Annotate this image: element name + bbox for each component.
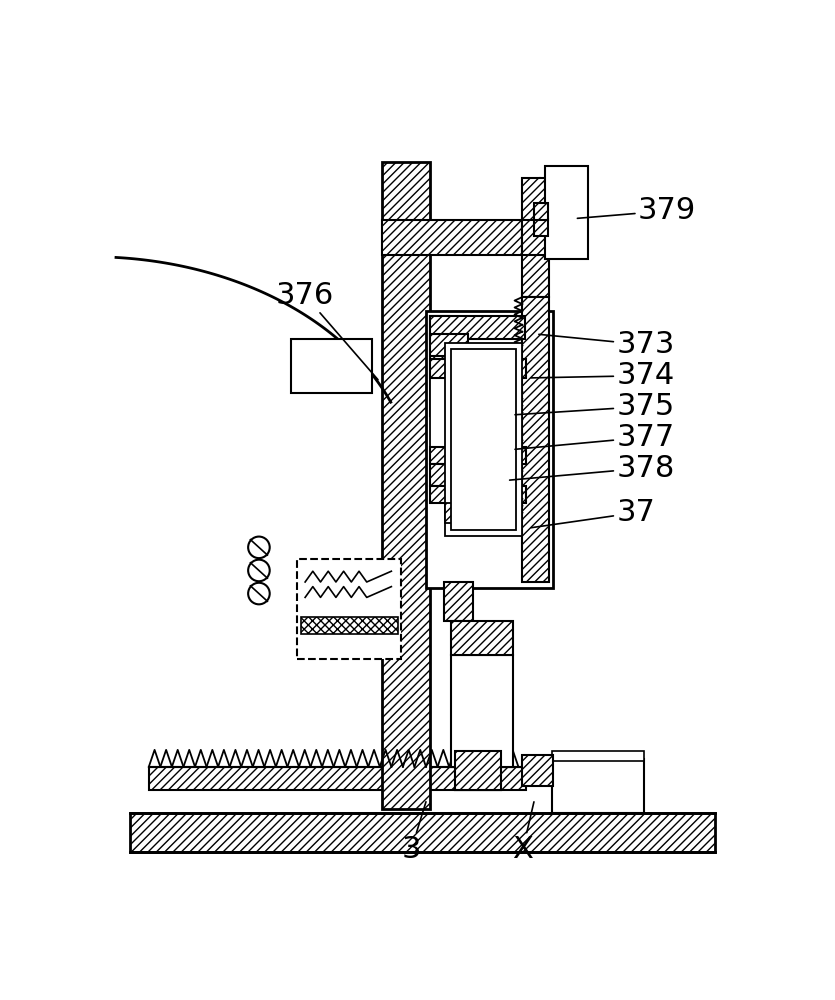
- Bar: [426, 311, 553, 588]
- Bar: [452, 655, 513, 767]
- Bar: [382, 162, 430, 809]
- Text: X: X: [512, 802, 534, 864]
- Text: 378: 378: [509, 454, 675, 483]
- Text: 373: 373: [539, 330, 675, 359]
- Bar: [455, 751, 502, 790]
- Bar: [149, 767, 526, 790]
- Bar: [552, 759, 644, 813]
- Bar: [430, 464, 468, 486]
- Bar: [430, 447, 526, 464]
- Bar: [443, 582, 473, 620]
- Bar: [382, 220, 542, 255]
- Bar: [301, 617, 397, 634]
- Text: 379: 379: [577, 196, 696, 225]
- Circle shape: [248, 560, 270, 581]
- Text: 3: 3: [402, 802, 426, 864]
- Circle shape: [248, 583, 270, 604]
- Bar: [534, 203, 548, 220]
- Bar: [430, 316, 524, 339]
- Bar: [452, 349, 516, 530]
- Circle shape: [248, 537, 270, 558]
- Bar: [129, 813, 715, 852]
- Bar: [522, 297, 549, 582]
- Bar: [452, 620, 513, 655]
- Bar: [522, 178, 549, 297]
- Bar: [522, 220, 549, 255]
- Text: 37: 37: [531, 498, 655, 528]
- Bar: [445, 503, 476, 523]
- Bar: [522, 755, 553, 786]
- Bar: [430, 359, 526, 378]
- Bar: [297, 559, 402, 659]
- Text: 376: 376: [276, 281, 378, 380]
- Bar: [430, 316, 449, 416]
- Text: 375: 375: [515, 392, 675, 421]
- Bar: [430, 486, 526, 503]
- Text: 377: 377: [515, 423, 675, 452]
- Bar: [545, 166, 588, 259]
- Bar: [552, 751, 644, 761]
- Bar: [291, 339, 372, 393]
- Bar: [430, 334, 468, 356]
- Text: 374: 374: [531, 361, 675, 390]
- Bar: [445, 343, 522, 536]
- Bar: [534, 219, 548, 235]
- Bar: [430, 378, 468, 447]
